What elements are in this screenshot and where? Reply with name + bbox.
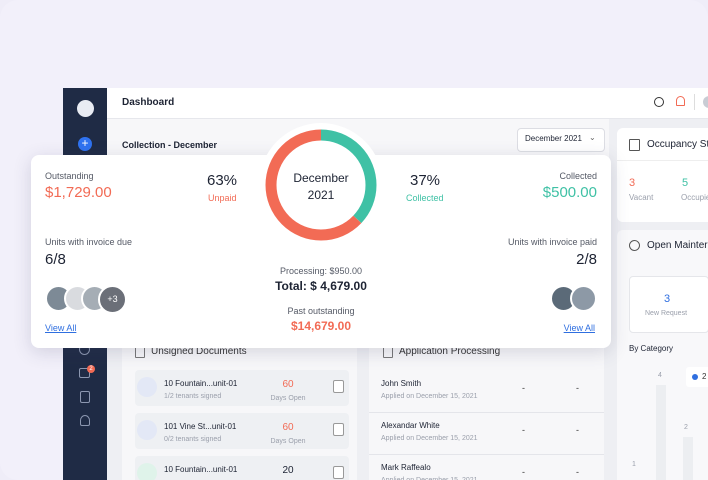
status-2: - bbox=[576, 467, 579, 477]
processing: Processing: $950.00 bbox=[279, 266, 363, 276]
legend-dot bbox=[692, 374, 698, 380]
unpaid-label: Unpaid bbox=[208, 193, 237, 203]
page-title: Dashboard bbox=[122, 97, 175, 108]
view-all-link[interactable]: View All bbox=[563, 323, 595, 333]
row-menu[interactable] bbox=[333, 380, 344, 393]
applied-date: Applied on December 15, 2021 bbox=[381, 477, 478, 480]
applied-date: Applied on December 15, 2021 bbox=[381, 393, 478, 400]
applicant-name: John Smith bbox=[381, 379, 422, 388]
days-open: 60 bbox=[282, 422, 294, 433]
collected-title: Collected bbox=[559, 171, 597, 181]
total: Total: $ 4,679.00 bbox=[275, 279, 367, 293]
add-button[interactable]: + bbox=[78, 137, 92, 151]
request-box[interactable] bbox=[629, 276, 708, 333]
row-menu[interactable] bbox=[333, 423, 344, 436]
view-all-link[interactable]: View All bbox=[45, 323, 77, 333]
bar-label: 4 bbox=[658, 372, 662, 379]
paid-label: Units with invoice paid bbox=[507, 237, 597, 247]
status-2: - bbox=[576, 425, 579, 435]
donut-backdrop bbox=[259, 123, 383, 247]
vacant-label: Vacant bbox=[629, 193, 654, 202]
request-count: 3 bbox=[664, 293, 671, 305]
card-title: Application Processing bbox=[399, 346, 501, 357]
document-status: 0/2 tenants signed bbox=[164, 436, 222, 443]
days-label: Days Open bbox=[270, 438, 306, 445]
document-name: 101 Vine St...unit-01 bbox=[164, 422, 237, 431]
badge: 2 bbox=[87, 365, 95, 373]
application-row bbox=[369, 412, 604, 452]
nav-icon[interactable] bbox=[80, 415, 90, 426]
applied-date: Applied on December 15, 2021 bbox=[381, 435, 478, 442]
search-icon[interactable] bbox=[654, 97, 664, 107]
bell-icon[interactable] bbox=[676, 96, 685, 106]
days-open: 20 bbox=[282, 465, 294, 476]
document-row[interactable] bbox=[135, 370, 349, 406]
paid-value: 2/8 bbox=[576, 251, 597, 268]
bar-label: 2 bbox=[684, 424, 688, 431]
status-1: - bbox=[522, 467, 525, 477]
document-name: 10 Fountain...unit-01 bbox=[164, 379, 238, 388]
card-title: Unsigned Documents bbox=[151, 346, 247, 357]
outstanding-label: Outstanding bbox=[45, 171, 94, 181]
logo[interactable] bbox=[77, 100, 94, 117]
application-row bbox=[369, 454, 604, 480]
row-menu[interactable] bbox=[333, 466, 344, 479]
wrench-icon bbox=[629, 240, 640, 251]
occupancy-card bbox=[617, 128, 708, 222]
top-bar bbox=[107, 88, 708, 119]
request-label: New Request bbox=[645, 310, 688, 317]
applicant-name: Mark Raffealo bbox=[381, 463, 431, 472]
donut-segment bbox=[265, 129, 377, 241]
donut-month: December bbox=[293, 171, 349, 185]
document-name: 10 Fountain...unit-01 bbox=[164, 465, 238, 474]
applicant-name: Alexandar White bbox=[381, 421, 440, 430]
row-icon bbox=[137, 377, 157, 397]
card-title: Open Mainter bbox=[647, 240, 708, 251]
row-icon bbox=[137, 463, 157, 480]
days-open: 60 bbox=[282, 379, 294, 390]
status-2: - bbox=[576, 383, 579, 393]
section-title: Collection - December bbox=[122, 140, 218, 150]
occupied-count: 5 bbox=[682, 177, 689, 189]
document-row[interactable] bbox=[135, 456, 349, 480]
nav-icon[interactable] bbox=[80, 391, 90, 403]
status-1: - bbox=[522, 425, 525, 435]
category-bar bbox=[656, 385, 666, 480]
chevron: ⌄ bbox=[589, 133, 596, 142]
applications-card bbox=[369, 338, 604, 480]
collected-percent: 37% bbox=[410, 172, 441, 189]
document-row[interactable] bbox=[135, 413, 349, 449]
divider bbox=[617, 160, 708, 161]
user-avatar[interactable] bbox=[703, 96, 708, 108]
category-title: By Category bbox=[629, 344, 674, 353]
outstanding-value: $1,729.00 bbox=[45, 184, 112, 201]
due-value: 6/8 bbox=[45, 251, 66, 268]
vacant-count: 3 bbox=[629, 177, 636, 189]
document-status: 1/2 tenants signed bbox=[164, 393, 222, 400]
avatar bbox=[570, 285, 597, 312]
occupied-label: Occupie bbox=[681, 193, 708, 202]
row-icon bbox=[137, 420, 157, 440]
due-label: Units with invoice due bbox=[45, 237, 133, 247]
divider bbox=[694, 94, 695, 110]
status-1: - bbox=[522, 383, 525, 393]
collected-label: Collected bbox=[406, 193, 444, 203]
category-bar bbox=[683, 437, 693, 480]
dropdown-text: December 2021 bbox=[525, 134, 582, 143]
legend-label: 2 bbox=[702, 372, 707, 381]
month-dropdown[interactable] bbox=[517, 128, 605, 152]
days-label: Days Open bbox=[270, 395, 306, 402]
card-title: Occupancy St bbox=[647, 139, 708, 150]
past-value: $14,679.00 bbox=[290, 319, 352, 333]
building-icon bbox=[629, 139, 640, 151]
collected-value: $500.00 bbox=[542, 184, 597, 201]
avatar-more[interactable]: +3 bbox=[98, 285, 127, 314]
past-label: Past outstanding bbox=[287, 306, 355, 316]
unpaid-percent: 63% bbox=[207, 172, 238, 189]
bar-label: 1 bbox=[632, 461, 636, 468]
donut-year: 2021 bbox=[307, 188, 335, 202]
nav-icon[interactable] bbox=[79, 368, 90, 378]
